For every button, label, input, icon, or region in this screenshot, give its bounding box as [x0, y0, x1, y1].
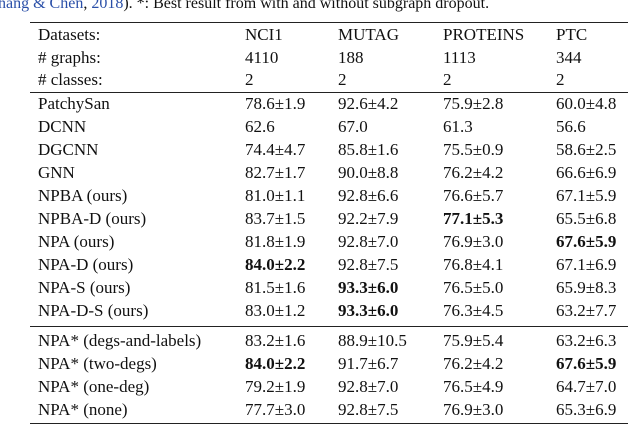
value-cell: 88.9±10.5	[338, 331, 407, 350]
section-rule	[30, 326, 628, 327]
method-cell: NPA* (degs-and-labels)	[38, 331, 202, 350]
value-cell: 84.0±2.2	[245, 354, 306, 373]
value-cell: 62.6	[245, 117, 275, 136]
citation-link[interactable]: hang & Chen	[0, 0, 84, 12]
value-cell: 76.3±4.5	[443, 301, 504, 320]
method-cell: DGCNN	[38, 140, 99, 159]
value-cell: 75.9±2.8	[443, 94, 504, 113]
header-cell: 2	[556, 70, 565, 89]
value-cell: 81.0±1.1	[245, 186, 306, 205]
value-cell: 92.8±7.0	[338, 377, 399, 396]
method-cell: NPBA (ours)	[38, 186, 128, 205]
header-cell: NCI1	[245, 25, 283, 44]
value-cell: 58.6±2.5	[556, 140, 617, 159]
value-cell: 63.2±6.3	[556, 331, 617, 350]
header-cell: 2	[338, 70, 347, 89]
value-cell: 65.3±6.9	[556, 400, 617, 419]
method-cell: NPA-D-S (ours)	[38, 301, 149, 320]
method-cell: DCNN	[38, 117, 87, 136]
value-cell: 92.8±7.0	[338, 232, 399, 251]
header-label: # classes:	[38, 70, 103, 89]
value-cell: 75.5±0.9	[443, 140, 504, 159]
value-cell: 92.8±6.6	[338, 186, 399, 205]
citation-link[interactable]: 2018	[91, 0, 124, 12]
value-cell: 67.1±5.9	[556, 186, 617, 205]
value-cell: 76.9±3.0	[443, 232, 504, 251]
header-cell: MUTAG	[338, 25, 399, 44]
value-cell: 82.7±1.7	[245, 163, 306, 182]
header-cell: 344	[556, 47, 582, 67]
value-cell: 90.0±8.8	[338, 163, 399, 182]
value-cell: 77.1±5.3	[443, 209, 504, 228]
value-cell: 76.9±3.0	[443, 400, 504, 419]
header-label: Datasets:	[38, 25, 101, 44]
method-cell: GNN	[38, 163, 75, 182]
header-cell: 188	[338, 47, 364, 67]
value-cell: 60.0±4.8	[556, 94, 617, 113]
value-cell: 67.1±6.9	[556, 255, 617, 274]
method-cell: NPA* (none)	[38, 400, 128, 419]
value-cell: 84.0±2.2	[245, 255, 306, 274]
method-cell: PatchySan	[38, 94, 110, 113]
top-rule	[30, 22, 628, 23]
value-cell: 75.9±5.4	[443, 331, 504, 350]
value-cell: 78.6±1.9	[245, 94, 306, 113]
value-cell: 65.9±8.3	[556, 278, 617, 297]
value-cell: 61.3	[443, 117, 473, 136]
value-cell: 76.2±4.2	[443, 163, 504, 182]
header-cell: 2	[443, 70, 452, 89]
value-cell: 79.2±1.9	[245, 377, 306, 396]
header-rule	[30, 92, 628, 93]
header-cell: 2	[245, 70, 254, 89]
method-cell: NPA-D (ours)	[38, 255, 134, 274]
value-cell: 74.4±4.7	[245, 140, 306, 159]
method-cell: NPA* (one-deg)	[38, 377, 150, 396]
caption: hang & Chen, 2018). *: Best result from …	[0, 0, 489, 14]
value-cell: 91.7±6.7	[338, 354, 399, 373]
caption-text: ). *: Best result from with and without …	[123, 0, 490, 12]
value-cell: 77.7±3.0	[245, 400, 306, 419]
method-cell: NPBA-D (ours)	[38, 209, 147, 228]
value-cell: 76.2±4.2	[443, 354, 504, 373]
header-cell: PROTEINS	[443, 25, 525, 44]
header-cell: 4110	[245, 47, 279, 67]
value-cell: 81.5±1.6	[245, 278, 306, 297]
method-cell: NPA* (two-degs)	[38, 354, 157, 373]
caption-text: ,	[83, 0, 92, 12]
value-cell: 93.3±6.0	[338, 301, 399, 320]
bottom-rule	[30, 423, 628, 424]
value-cell: 64.7±7.0	[556, 377, 617, 396]
value-cell: 92.8±7.5	[338, 400, 399, 419]
value-cell: 67.6±5.9	[556, 354, 617, 373]
value-cell: 83.0±1.2	[245, 301, 306, 320]
value-cell: 65.5±6.8	[556, 209, 617, 228]
value-cell: 76.5±4.9	[443, 377, 504, 396]
value-cell: 76.5±5.0	[443, 278, 504, 297]
value-cell: 93.3±6.0	[338, 278, 399, 297]
value-cell: 67.6±5.9	[556, 232, 617, 251]
value-cell: 67.0	[338, 117, 368, 136]
value-cell: 92.8±7.5	[338, 255, 399, 274]
value-cell: 76.8±4.1	[443, 255, 504, 274]
header-cell: 1113	[443, 47, 476, 67]
value-cell: 83.7±1.5	[245, 209, 306, 228]
value-cell: 81.8±1.9	[245, 232, 306, 251]
header-cell: PTC	[556, 25, 588, 44]
value-cell: 92.2±7.9	[338, 209, 399, 228]
value-cell: 56.6	[556, 117, 586, 136]
header-label: # graphs:	[38, 47, 101, 67]
value-cell: 92.6±4.2	[338, 94, 399, 113]
value-cell: 83.2±1.6	[245, 331, 306, 350]
value-cell: 66.6±6.9	[556, 163, 617, 182]
value-cell: 63.2±7.7	[556, 301, 617, 320]
value-cell: 85.8±1.6	[338, 140, 399, 159]
method-cell: NPA-S (ours)	[38, 278, 131, 297]
value-cell: 76.6±5.7	[443, 186, 504, 205]
method-cell: NPA (ours)	[38, 232, 115, 251]
